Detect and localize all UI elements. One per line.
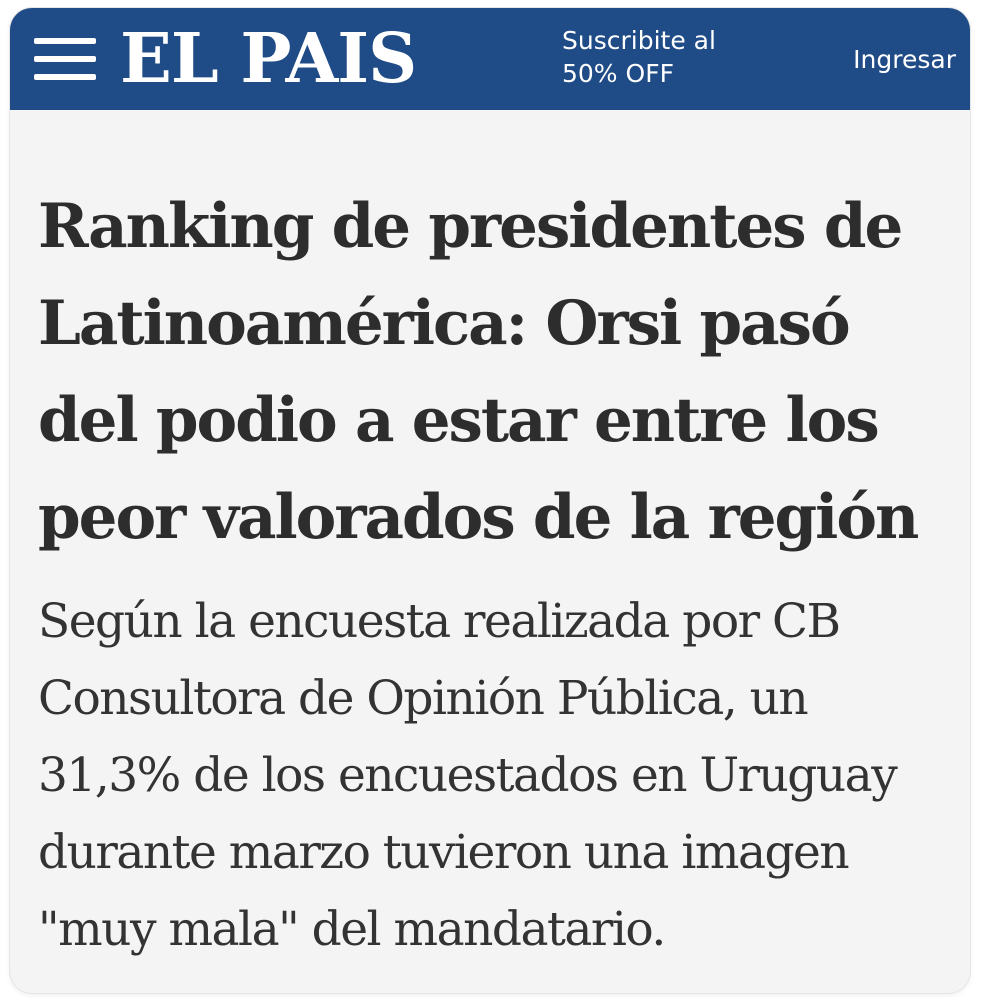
lead-line: Consultora de Opinión Pública, un xyxy=(38,671,809,726)
article-card: EL PAIS Suscribite al 50% OFF Ingresar R… xyxy=(10,8,970,993)
article-headline[interactable]: Ranking de presidentes de Latinoamérica:… xyxy=(38,178,948,566)
article-lead: Según la encuesta realizada por CB Consu… xyxy=(38,583,948,968)
promo-line-1: Suscribite al xyxy=(562,26,716,55)
menu-line xyxy=(34,56,96,62)
menu-line xyxy=(34,74,96,80)
menu-line xyxy=(34,38,96,44)
promo-line-2: 50% OFF xyxy=(562,59,674,88)
login-link[interactable]: Ingresar xyxy=(853,45,956,74)
lead-line: 31,3% de los encuestados en Uruguay xyxy=(38,748,898,803)
headline-line: Ranking de presidentes de xyxy=(38,191,903,262)
lead-line: durante marzo tuvieron una imagen xyxy=(38,825,850,880)
lead-line: "muy mala" del mandatario. xyxy=(38,902,666,957)
hamburger-menu-icon[interactable] xyxy=(34,34,96,86)
site-header: EL PAIS Suscribite al 50% OFF Ingresar xyxy=(10,8,970,110)
lead-line: Según la encuesta realizada por CB xyxy=(38,594,841,649)
headline-line: del podio a estar entre los xyxy=(38,385,880,456)
headline-line: Latinoamérica: Orsi pasó xyxy=(38,288,851,359)
subscribe-promo-link[interactable]: Suscribite al 50% OFF xyxy=(562,24,782,96)
site-logo[interactable]: EL PAIS xyxy=(120,19,417,99)
headline-line: peor valorados de la región xyxy=(38,482,919,553)
